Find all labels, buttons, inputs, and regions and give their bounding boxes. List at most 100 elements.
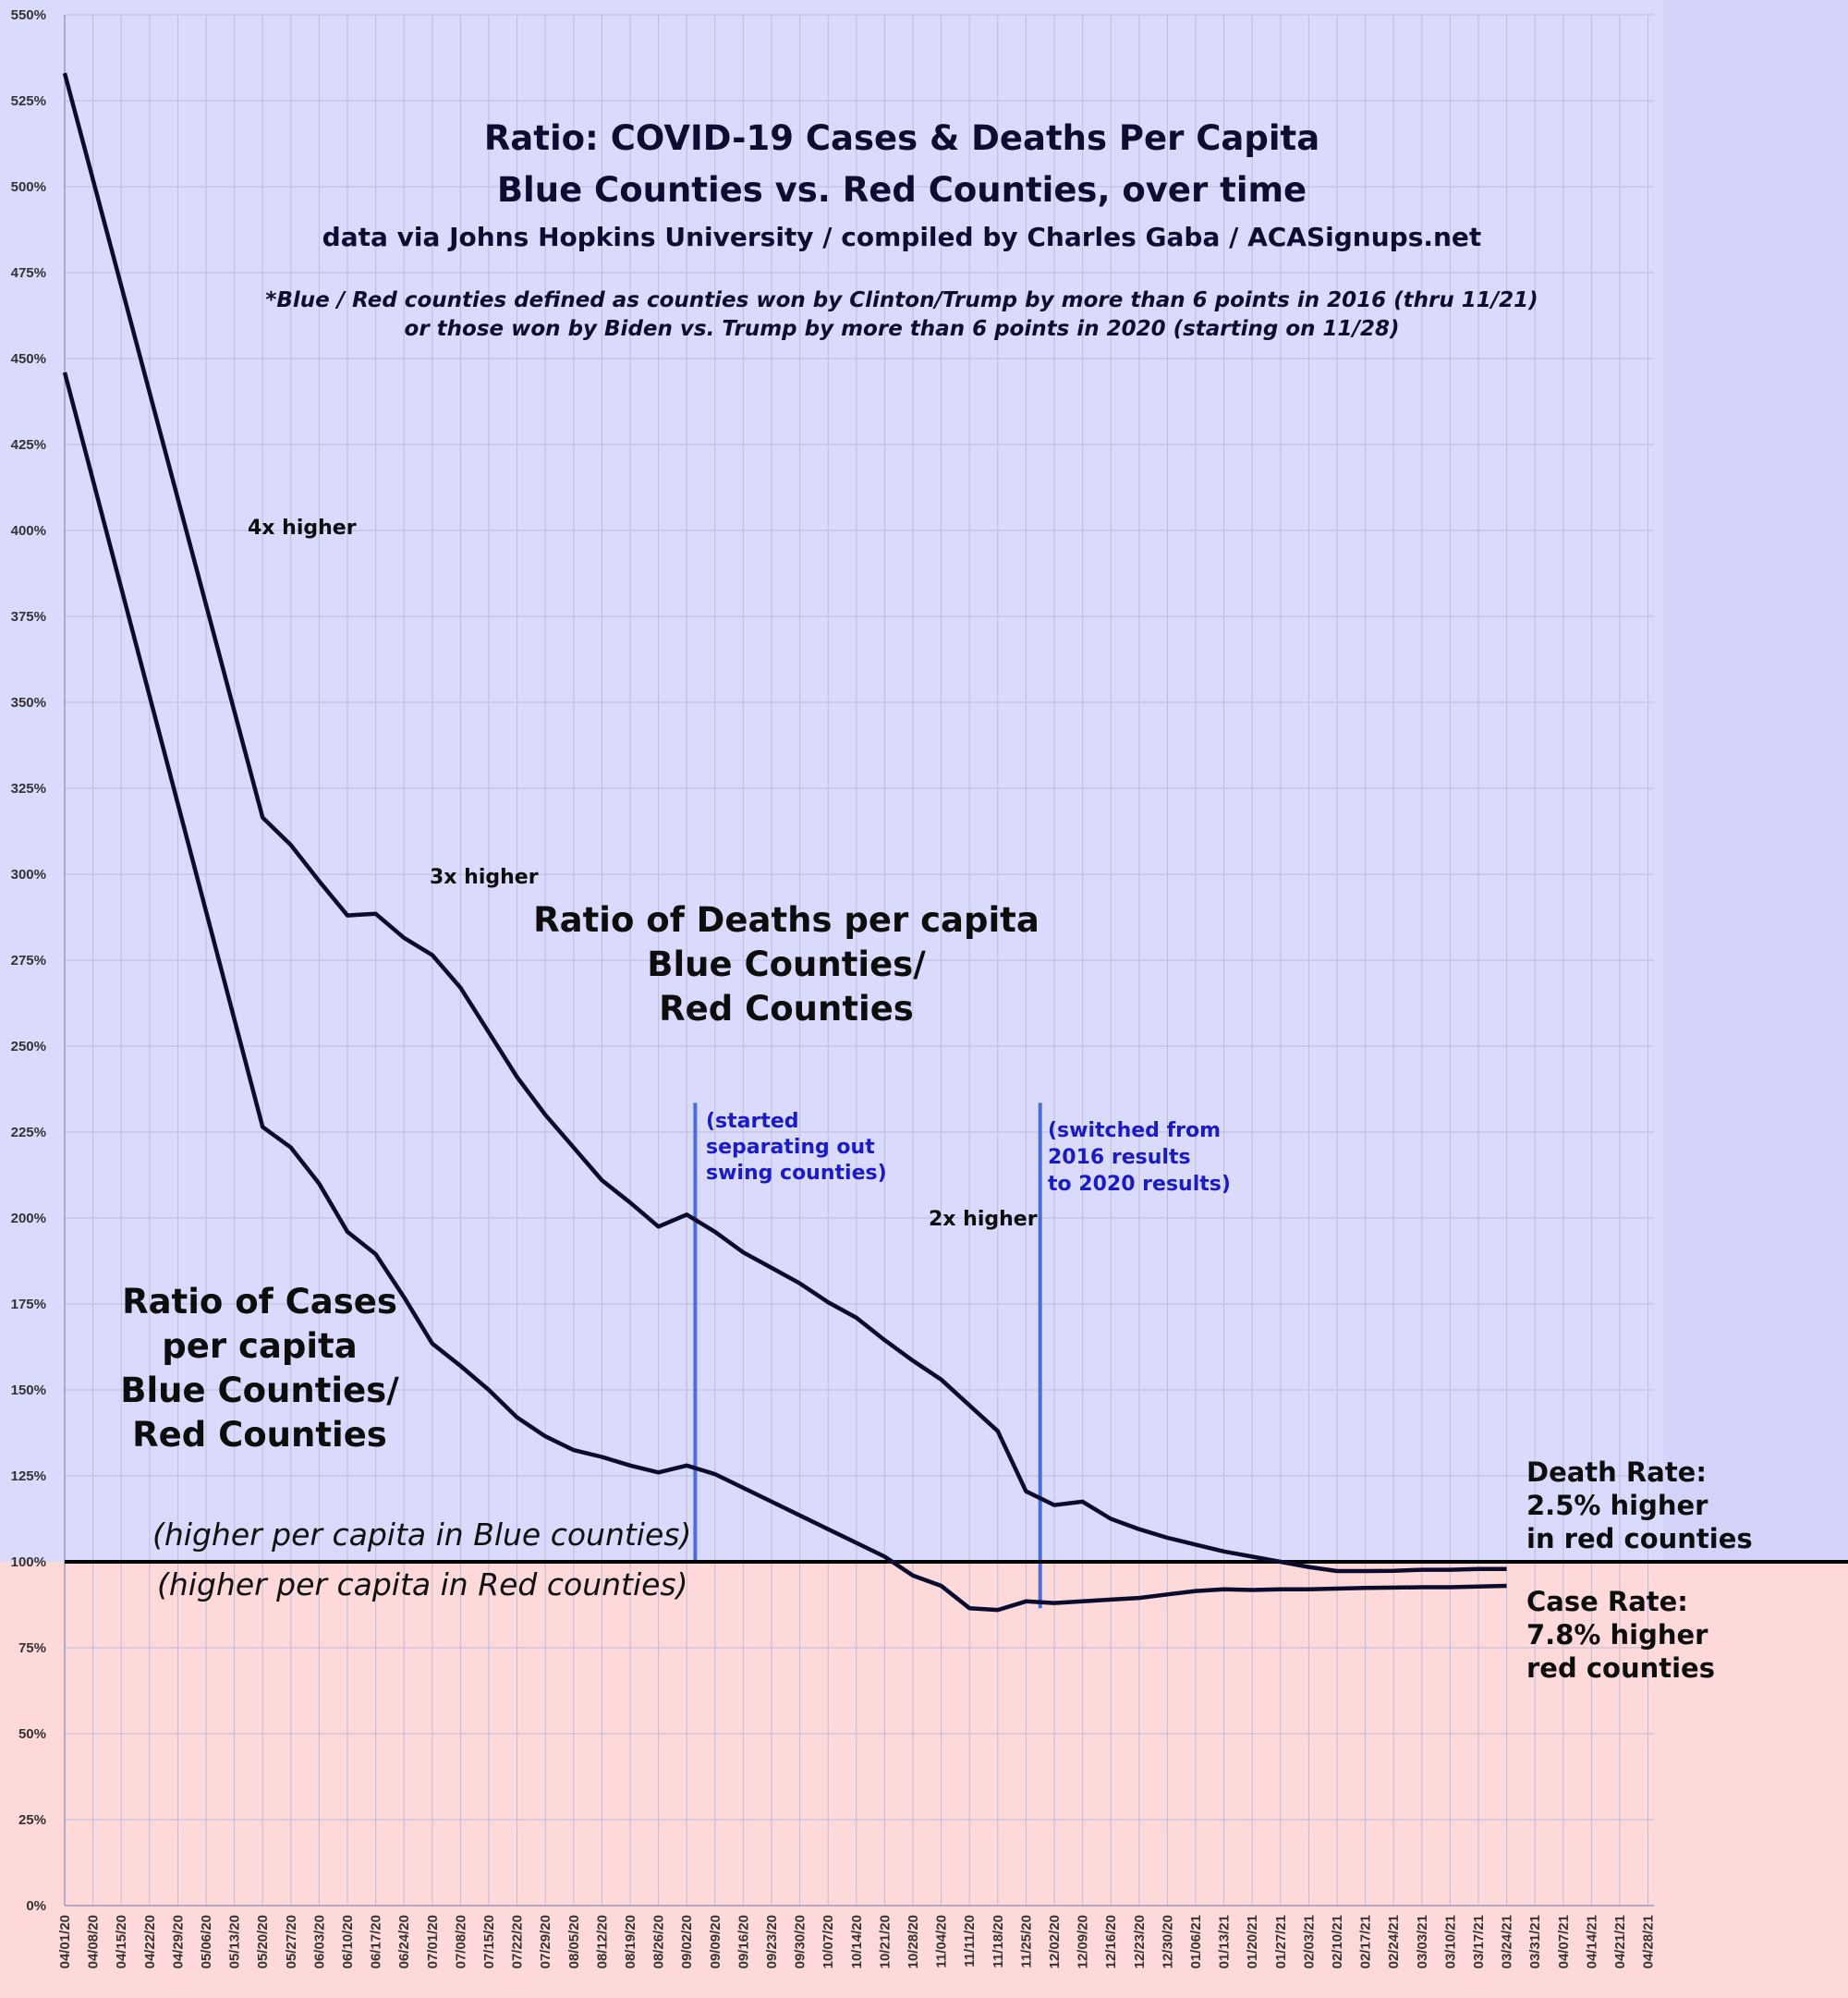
y-tick-label: 250% bbox=[11, 1039, 46, 1054]
marker-2-label-line-2: 2016 results bbox=[1048, 1146, 1191, 1169]
y-tick-label: 50% bbox=[18, 1726, 46, 1742]
x-tick-label: 03/31/21 bbox=[1527, 1915, 1543, 1968]
x-tick-label: 06/24/20 bbox=[396, 1915, 412, 1968]
x-tick-label: 12/16/20 bbox=[1103, 1915, 1119, 1968]
grid-lines bbox=[64, 14, 1654, 1907]
y-tick-label: 375% bbox=[11, 609, 46, 625]
y-tick-label: 175% bbox=[11, 1297, 46, 1312]
x-tick-label: 04/29/20 bbox=[170, 1915, 186, 1968]
x-tick-label: 05/13/20 bbox=[227, 1915, 243, 1968]
data-series bbox=[62, 72, 1507, 1613]
x-tick-label: 02/24/21 bbox=[1386, 1915, 1402, 1968]
x-tick-label: 05/06/20 bbox=[199, 1915, 214, 1968]
y-tick-label: 500% bbox=[11, 179, 46, 195]
marker-2-label-line-1: (switched from bbox=[1048, 1119, 1221, 1142]
y-tick-label: 550% bbox=[11, 7, 46, 23]
x-tick-label: 04/14/21 bbox=[1584, 1915, 1599, 1968]
chart-note-line-2: or those won by Biden vs. Trump by more … bbox=[405, 317, 1400, 341]
x-tick-label: 10/21/20 bbox=[877, 1915, 893, 1968]
x-tick-label: 08/26/20 bbox=[651, 1915, 667, 1968]
y-tick-label: 0% bbox=[26, 1898, 46, 1914]
x-tick-label: 12/23/20 bbox=[1132, 1915, 1148, 1968]
x-tick-label: 07/29/20 bbox=[538, 1915, 553, 1968]
x-tick-label: 09/30/20 bbox=[793, 1915, 808, 1968]
annotation-3x-higher: 3x higher bbox=[430, 866, 539, 889]
x-tick-label: 07/01/20 bbox=[425, 1915, 441, 1968]
chart-subtitle: data via Johns Hopkins University / comp… bbox=[322, 222, 1482, 252]
x-tick-label: 09/16/20 bbox=[736, 1915, 751, 1968]
x-tick-label: 11/04/20 bbox=[934, 1915, 950, 1968]
x-tick-label: 09/02/20 bbox=[679, 1915, 695, 1968]
x-tick-label: 05/27/20 bbox=[284, 1915, 299, 1968]
x-tick-label: 01/20/21 bbox=[1245, 1915, 1260, 1968]
x-tick-label: 01/06/21 bbox=[1188, 1915, 1204, 1968]
y-tick-label: 425% bbox=[11, 437, 46, 453]
x-tick-label: 09/23/20 bbox=[764, 1915, 780, 1968]
x-tick-label: 11/25/20 bbox=[1018, 1915, 1034, 1968]
cases-label-line-3: Blue Counties/ bbox=[120, 1371, 399, 1410]
case-rate-line-2: 7.8% higher bbox=[1526, 1619, 1708, 1651]
x-tick-label: 07/15/20 bbox=[481, 1915, 497, 1968]
y-tick-label: 25% bbox=[18, 1812, 46, 1828]
cases-ratio-line bbox=[62, 372, 1507, 1613]
x-axis-ticks: 04/01/20 04/08/20 04/15/20 04/22/20 04/29/20… bbox=[57, 1915, 1657, 1968]
y-tick-label: 350% bbox=[11, 695, 46, 711]
deaths-label-line-1: Ratio of Deaths per capita bbox=[533, 900, 1040, 940]
x-tick-label: 09/09/20 bbox=[708, 1915, 723, 1968]
x-tick-label: 03/17/21 bbox=[1471, 1915, 1487, 1968]
event-markers bbox=[693, 1103, 1042, 1609]
x-tick-label: 04/08/20 bbox=[86, 1915, 102, 1968]
deaths-label-line-2: Blue Counties/ bbox=[647, 944, 926, 984]
y-tick-label: 75% bbox=[18, 1640, 46, 1656]
x-tick-label: 04/01/20 bbox=[57, 1915, 73, 1968]
marker-1-label-line-3: swing counties) bbox=[706, 1162, 887, 1185]
x-tick-label: 06/10/20 bbox=[340, 1915, 356, 1968]
y-tick-label: 475% bbox=[11, 265, 46, 281]
cases-label-line-1: Ratio of Cases bbox=[122, 1282, 397, 1322]
y-tick-label: 225% bbox=[11, 1125, 46, 1140]
y-tick-label: 325% bbox=[11, 781, 46, 797]
x-tick-label: 04/15/20 bbox=[114, 1915, 129, 1968]
marker-2-label-line-3: to 2020 results) bbox=[1048, 1173, 1231, 1196]
chart-title-line-1: Ratio: COVID-19 Cases & Deaths Per Capit… bbox=[484, 118, 1319, 158]
y-tick-label: 200% bbox=[11, 1211, 46, 1226]
x-tick-label: 08/05/20 bbox=[566, 1915, 582, 1968]
deaths-label-line-3: Red Counties bbox=[659, 989, 914, 1029]
x-tick-label: 01/13/21 bbox=[1217, 1915, 1233, 1968]
chart-title-line-2: Blue Counties vs. Red Counties, over tim… bbox=[497, 170, 1307, 210]
x-tick-label: 10/14/20 bbox=[849, 1915, 865, 1968]
deaths-ratio-line bbox=[62, 72, 1507, 1574]
blue-zone-background bbox=[0, 0, 1848, 1562]
x-tick-label: 03/24/21 bbox=[1500, 1915, 1515, 1968]
y-tick-label: 275% bbox=[11, 953, 46, 969]
below-line-note: (higher per capita in Red counties) bbox=[157, 1566, 688, 1602]
y-axis-ticks: 0% 25% 50% 75% 100% 125% 150% 175% 200% 225% 250% 2… bbox=[11, 7, 46, 1914]
x-tick-label: 06/17/20 bbox=[369, 1915, 384, 1968]
y-tick-label: 150% bbox=[11, 1383, 46, 1398]
x-tick-label: 12/09/20 bbox=[1076, 1915, 1091, 1968]
chart-note-line-1: *Blue / Red counties defined as counties… bbox=[265, 288, 1538, 312]
cases-label-line-4: Red Counties bbox=[132, 1415, 387, 1455]
death-rate-line-2: 2.5% higher bbox=[1526, 1490, 1708, 1521]
death-rate-line-1: Death Rate: bbox=[1526, 1456, 1707, 1488]
x-tick-label: 08/19/20 bbox=[623, 1915, 638, 1968]
x-tick-label: 12/02/20 bbox=[1047, 1915, 1063, 1968]
case-rate-line-1: Case Rate: bbox=[1526, 1586, 1688, 1617]
cases-label-line-2: per capita bbox=[162, 1326, 357, 1366]
x-tick-label: 04/28/21 bbox=[1641, 1915, 1657, 1968]
x-tick-label: 04/07/21 bbox=[1556, 1915, 1572, 1968]
x-tick-label: 11/18/20 bbox=[991, 1915, 1006, 1968]
x-tick-label: 08/12/20 bbox=[594, 1915, 610, 1968]
y-tick-label: 100% bbox=[11, 1554, 46, 1570]
x-tick-label: 12/30/20 bbox=[1160, 1915, 1175, 1968]
x-tick-label: 02/03/21 bbox=[1301, 1915, 1317, 1968]
x-tick-label: 11/11/20 bbox=[962, 1915, 978, 1968]
y-tick-label: 525% bbox=[11, 93, 46, 109]
death-rate-line-3: in red counties bbox=[1526, 1523, 1753, 1554]
x-tick-label: 10/28/20 bbox=[906, 1915, 921, 1968]
y-tick-label: 125% bbox=[11, 1468, 46, 1484]
y-tick-label: 450% bbox=[11, 351, 46, 367]
x-tick-label: 05/20/20 bbox=[255, 1915, 271, 1968]
x-tick-label: 07/22/20 bbox=[510, 1915, 526, 1968]
